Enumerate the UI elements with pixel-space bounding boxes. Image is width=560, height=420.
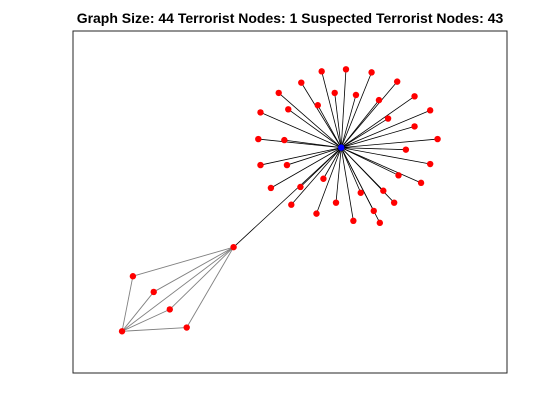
graph-edge-0-39 [340, 147, 395, 203]
suspected-node-1 [230, 243, 237, 251]
suspected-node-41 [313, 210, 320, 217]
graph-edge-0-31 [341, 147, 422, 184]
graph-edge-0-32 [270, 147, 342, 189]
suspected-node-3 [150, 288, 157, 296]
graph-edge-0-15 [340, 94, 357, 148]
suspected-node-15 [352, 91, 360, 99]
suspected-node-14 [331, 89, 338, 97]
suspected-node-10 [393, 78, 401, 85]
graph-edge-6-3 [121, 291, 155, 332]
suspected-node-20 [285, 106, 292, 113]
suspected-node-25 [434, 135, 441, 143]
graph-edge-0-27 [260, 147, 342, 166]
graph-edge-0-10 [340, 81, 398, 148]
suspected-node-43 [376, 219, 384, 227]
graph-edge-0-41 [316, 147, 342, 214]
graph-edge-0-22 [341, 126, 415, 149]
suspected-node-16 [375, 96, 383, 104]
graph-edge-0-20 [288, 108, 342, 148]
suspected-node-8 [342, 66, 350, 73]
graph-edge-0-14 [334, 92, 342, 148]
suspected-node-40 [370, 207, 377, 215]
suspected-node-38 [332, 199, 340, 206]
suspected-node-22 [411, 123, 418, 130]
suspected-node-4 [166, 306, 173, 313]
suspected-node-39 [390, 199, 398, 206]
graph-edge-0-17 [317, 105, 342, 148]
graph-edge-0-37 [291, 147, 342, 205]
graph-edge-1-6 [121, 246, 234, 332]
suspected-node-36 [380, 187, 387, 194]
graph-edge-0-28 [286, 147, 342, 166]
suspected-node-17 [314, 102, 321, 109]
suspected-node-26 [402, 146, 410, 153]
graph-edge-0-19 [260, 112, 342, 148]
graph-edge-0-42 [340, 147, 354, 221]
suspected-node-5 [183, 324, 190, 331]
graph-edge-0-1 [233, 147, 342, 248]
terrorist-node-0 [338, 144, 345, 151]
graph-edge-6-2 [121, 276, 134, 332]
suspected-node-34 [320, 175, 327, 182]
graph-edge-6-5 [122, 327, 187, 332]
suspected-node-13 [411, 93, 418, 100]
graph-edge-0-29 [341, 147, 431, 165]
suspected-node-35 [357, 189, 364, 196]
suspected-node-24 [281, 136, 288, 144]
suspected-node-30 [395, 172, 402, 179]
suspected-node-6 [118, 328, 126, 335]
suspected-node-12 [275, 89, 282, 97]
suspected-node-19 [257, 109, 264, 116]
graph-edge-0-25 [341, 138, 438, 149]
graph-edge-0-38 [335, 147, 342, 203]
graph-edge-0-16 [340, 99, 380, 148]
graph-edge-0-8 [340, 69, 347, 148]
graph-edge-0-21 [341, 118, 389, 148]
suspected-node-2 [129, 273, 137, 280]
suspected-node-21 [384, 115, 392, 122]
suspected-node-28 [283, 161, 291, 169]
suspected-node-42 [350, 217, 357, 225]
graph-edge-0-9 [340, 72, 372, 148]
suspected-node-37 [288, 201, 295, 208]
graph-edge-0-7 [321, 71, 342, 148]
graph-edge-1-2 [132, 246, 234, 277]
graph-edge-0-34 [323, 147, 342, 179]
suspected-node-33 [297, 183, 304, 191]
graph-edge-0-35 [340, 147, 362, 193]
graph-edge-0-24 [284, 139, 342, 149]
graph-edge-0-33 [300, 147, 342, 188]
edge-layer [121, 69, 438, 332]
graph-edge-1-4 [169, 246, 234, 310]
suspected-node-32 [267, 184, 275, 192]
graph-edge-0-13 [340, 95, 415, 148]
suspected-node-31 [417, 179, 425, 187]
suspected-node-23 [255, 135, 262, 143]
graph-edge-0-26 [341, 147, 406, 151]
suspected-node-11 [298, 79, 305, 86]
node-layer [118, 66, 441, 335]
suspected-node-29 [426, 160, 434, 168]
graph-edge-0-11 [300, 82, 342, 148]
graph-edge-0-18 [341, 109, 431, 148]
suspected-node-27 [257, 161, 264, 169]
graph-edge-1-3 [153, 246, 234, 293]
suspected-node-7 [318, 68, 325, 75]
chart-title: Graph Size: 44 Terrorist Nodes: 1 Suspec… [77, 10, 504, 26]
graph-edge-6-4 [121, 308, 170, 332]
suspected-node-9 [368, 69, 375, 76]
graph-edge-1-5 [186, 246, 234, 328]
suspected-node-18 [426, 107, 434, 114]
graph-edge-0-12 [278, 92, 342, 148]
